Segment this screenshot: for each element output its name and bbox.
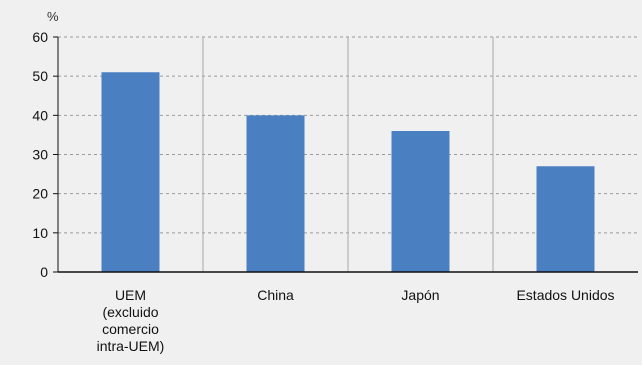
y-tick-label: 50 [32, 68, 48, 84]
y-tick-label: 30 [32, 147, 48, 163]
bar [536, 166, 595, 272]
x-axis-labels: UEM (excluido comercio intra-UEM) China Japón… [97, 287, 615, 354]
bar [391, 131, 450, 272]
bar [246, 115, 305, 272]
category-separators [202, 37, 494, 272]
bar [101, 72, 160, 272]
y-tick-label: 60 [32, 29, 48, 45]
x-category-label: Estados Unidos [516, 287, 614, 303]
x-category-label: China [257, 287, 294, 303]
y-tick-label: 0 [40, 264, 48, 280]
x-category-label: UEM (excluido comercio intra-UEM) [97, 287, 165, 354]
bars [101, 72, 595, 272]
y-axis-ticks: 0 10 20 30 40 50 60 [32, 29, 59, 280]
y-tick-label: 40 [32, 107, 48, 123]
y-tick-label: 10 [32, 225, 48, 241]
y-tick-label: 20 [32, 186, 48, 202]
x-category-label: Japón [401, 287, 439, 303]
y-unit-label: % [47, 9, 59, 24]
